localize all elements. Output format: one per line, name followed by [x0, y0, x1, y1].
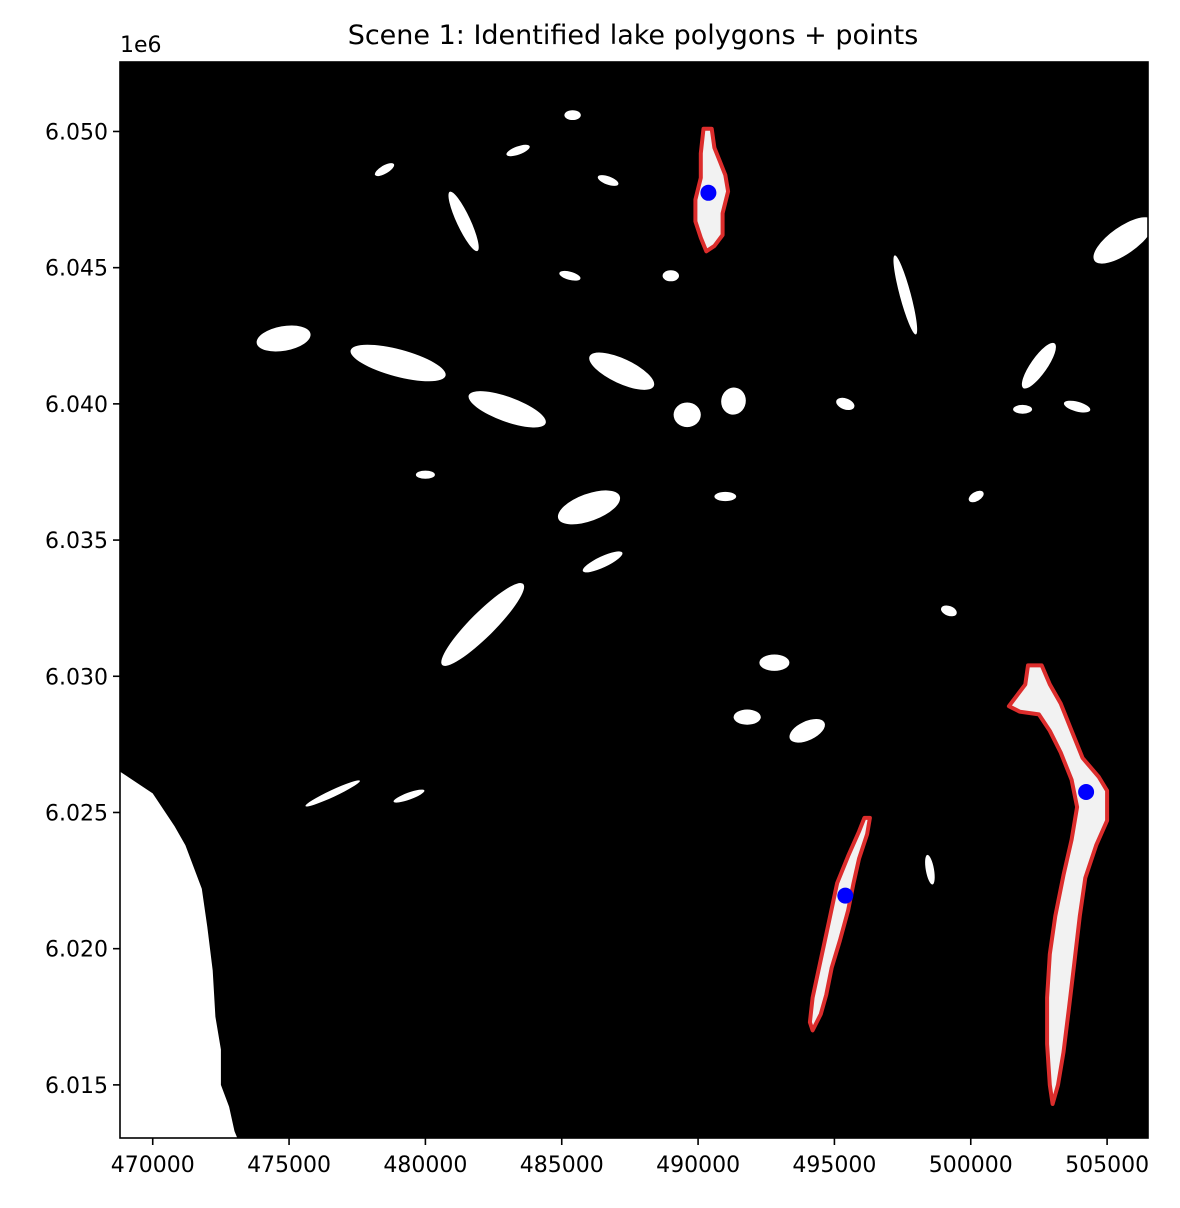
water-blob-layer: [256, 110, 1148, 885]
y-tick-label-7: 6.050: [45, 120, 108, 145]
plot-frame: [119, 61, 1149, 1139]
water-blob-11: [673, 402, 701, 428]
lake-3-polygon: [1006, 663, 1110, 1106]
water-blob-28: [714, 491, 737, 502]
water-blob-3: [589, 352, 655, 390]
water-blob-17: [789, 718, 825, 743]
land-mask-background: [120, 62, 1148, 1138]
water-blob-7: [448, 191, 479, 252]
water-blob-23: [582, 551, 623, 573]
y-tick-label-4: 6.035: [45, 529, 108, 554]
water-blob-24: [415, 470, 435, 479]
x-tick-label-3: 485000: [520, 1153, 604, 1178]
x-axis-ticks: 470000 475000 480000 485000 490000 495000 5000…: [111, 1138, 1149, 1178]
water-blob-26: [1013, 404, 1033, 414]
water-blob-20: [925, 854, 935, 885]
lake-point-layer: [700, 184, 1095, 904]
plot-area: [120, 62, 1148, 1138]
y-tick-label-0: 6.015: [45, 1074, 108, 1099]
x-tick-label-1: 475000: [247, 1153, 331, 1178]
y-tick-label-5: 6.040: [45, 393, 108, 418]
water-blob-8: [893, 255, 918, 335]
water-blob-31: [968, 490, 984, 503]
y-tick-label-2: 6.025: [45, 801, 108, 826]
coast-layer: [120, 771, 238, 1138]
lake-3-point: [1078, 784, 1095, 800]
water-blob-10: [1021, 342, 1056, 389]
lake-2-point: [837, 887, 854, 904]
water-blob-18: [733, 709, 761, 725]
water-blob-30: [559, 270, 581, 281]
x-tick-label-5: 495000: [792, 1153, 876, 1178]
water-blob-4: [468, 391, 546, 428]
water-blob-2: [557, 490, 621, 525]
x-tick-label-4: 490000: [656, 1153, 740, 1178]
water-blob-1: [441, 583, 525, 666]
x-tick-label-7: 505000: [1065, 1153, 1149, 1178]
y-tick-label-3: 6.030: [45, 665, 108, 690]
water-blob-9: [1093, 217, 1148, 264]
water-blob-12: [721, 387, 746, 415]
x-tick-label-2: 480000: [383, 1153, 467, 1178]
x-tick-label-0: 470000: [111, 1153, 195, 1178]
water-blob-21: [393, 789, 425, 803]
y-axis-ticks: 6.015 6.020 6.025 6.030 6.035 6.040 6.045 6.050: [45, 120, 120, 1099]
lake-1-point: [700, 184, 717, 201]
water-blob-19: [941, 605, 957, 617]
water-blob-14: [506, 144, 530, 157]
y-offset-label: 1e6: [120, 33, 162, 58]
x-tick-label-6: 500000: [929, 1153, 1013, 1178]
lake-2-polygon: [807, 815, 872, 1033]
water-blob-15: [597, 175, 619, 186]
water-blob-25: [1063, 400, 1091, 413]
water-blob-27: [662, 270, 679, 282]
water-blob-29: [374, 163, 395, 177]
water-blob-16: [759, 654, 790, 671]
water-blob-5: [350, 344, 446, 382]
coast-water: [120, 771, 238, 1138]
y-tick-label-6: 6.045: [45, 257, 108, 282]
water-blob-6: [256, 325, 311, 352]
chart-title: Scene 1: Identified lake polygons + poin…: [348, 20, 919, 51]
water-blob-22: [305, 780, 360, 807]
water-blob-13: [564, 110, 581, 120]
y-tick-label-1: 6.020: [45, 938, 108, 963]
water-blob-32: [836, 397, 855, 411]
